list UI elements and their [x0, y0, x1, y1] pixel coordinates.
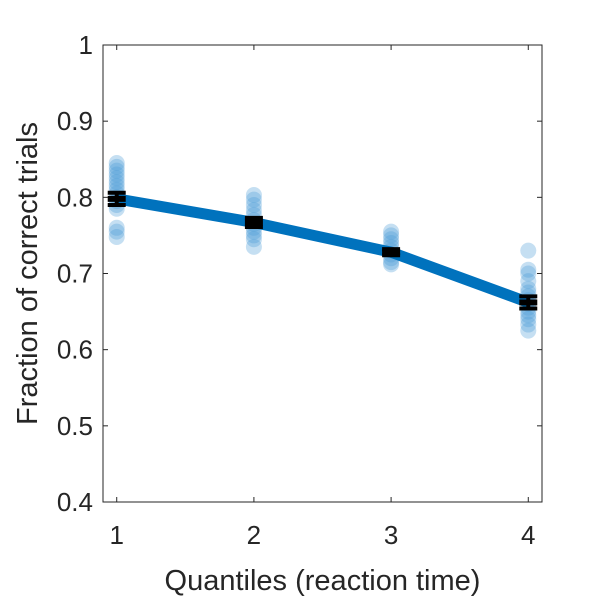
y-axis-label: Fraction of correct trials	[12, 122, 44, 425]
y-tick-label: 0.7	[57, 259, 93, 289]
data-point	[520, 316, 537, 333]
data-point	[108, 219, 125, 236]
data-point	[245, 227, 262, 244]
error-bar	[382, 247, 401, 258]
data-point	[108, 223, 125, 240]
error-bar	[107, 190, 126, 207]
x-tick-label: 3	[384, 520, 398, 550]
data-point	[245, 202, 262, 219]
y-tick-label: 1	[79, 30, 93, 60]
data-point	[108, 174, 125, 191]
x-axis-label: Quantiles (reaction time)	[165, 565, 481, 597]
y-tick-label: 0.5	[57, 411, 93, 441]
x-tick-label: 2	[247, 520, 261, 550]
ticks: 0.4 0.5 0.6 0.7 0.8 0.9 1 1 2 3 4	[57, 30, 542, 550]
y-tick-label: 0.9	[57, 106, 93, 136]
data-point	[108, 155, 125, 172]
data-point	[520, 273, 537, 290]
axes-box	[102, 44, 543, 503]
data-point	[383, 256, 400, 273]
error-bar	[244, 215, 263, 230]
data-point	[383, 227, 400, 244]
data-point	[383, 231, 400, 248]
y-tick-label: 0.6	[57, 335, 93, 365]
data-point	[108, 166, 125, 183]
data-point	[245, 238, 262, 255]
data-point	[520, 311, 537, 328]
data-point	[520, 307, 537, 324]
data-point	[245, 187, 262, 204]
mean-marker	[519, 299, 538, 306]
individual-points	[108, 155, 537, 339]
data-point	[245, 191, 262, 208]
data-point	[108, 170, 125, 187]
data-point	[383, 223, 400, 240]
data-point	[520, 322, 537, 339]
mean-marker	[382, 249, 401, 256]
error-bars	[107, 190, 538, 311]
mean-marker	[107, 195, 126, 202]
mean-line	[115, 193, 531, 308]
data-point	[520, 265, 537, 282]
data-point	[520, 242, 537, 259]
data-point	[245, 196, 262, 213]
y-tick-label: 0.4	[57, 487, 93, 517]
data-point	[108, 228, 125, 245]
x-tick-label: 4	[521, 520, 535, 550]
data-point	[245, 231, 262, 248]
data-point	[108, 162, 125, 179]
mean-marker	[244, 219, 263, 226]
y-tick-label: 0.8	[57, 182, 93, 212]
data-point	[108, 158, 125, 175]
data-point	[108, 177, 125, 194]
x-tick-label: 1	[109, 520, 123, 550]
error-bar	[519, 294, 538, 311]
data-point	[520, 261, 537, 278]
data-point	[520, 280, 537, 297]
mean-line-layer	[115, 193, 531, 308]
